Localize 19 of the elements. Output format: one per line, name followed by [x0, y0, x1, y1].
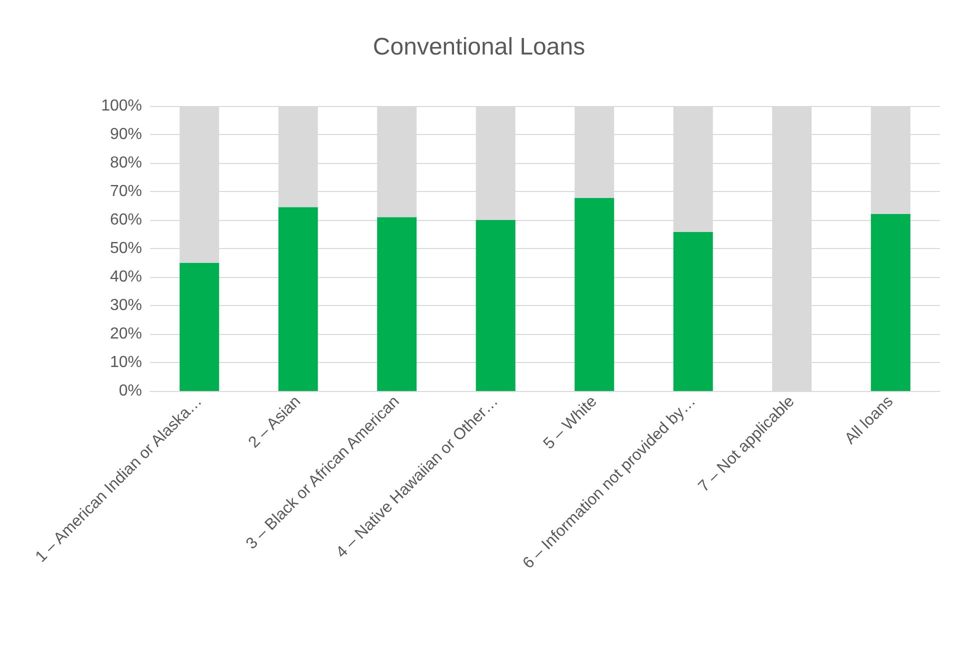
y-tick-label: 50%	[110, 240, 142, 257]
bar	[870, 214, 910, 391]
y-tick-label: 0%	[118, 382, 142, 400]
y-tick-label: 100%	[101, 98, 142, 114]
chart-title: Conventional Loans	[372, 34, 586, 60]
bar	[180, 262, 220, 391]
y-tick-label: 70%	[110, 183, 142, 200]
bar	[673, 232, 713, 391]
bar	[574, 198, 614, 391]
bar	[377, 217, 417, 391]
y-tick-label: 30%	[110, 297, 142, 314]
y-tick-label: 80%	[110, 154, 142, 172]
y-tick-label: 10%	[110, 354, 142, 371]
y-tick-label: 90%	[110, 126, 142, 143]
y-tick-label: 40%	[110, 268, 142, 286]
y-tick-label: 20%	[110, 326, 142, 342]
y-tick-label: 60%	[110, 212, 142, 228]
bar	[476, 220, 516, 391]
bar	[278, 207, 318, 391]
